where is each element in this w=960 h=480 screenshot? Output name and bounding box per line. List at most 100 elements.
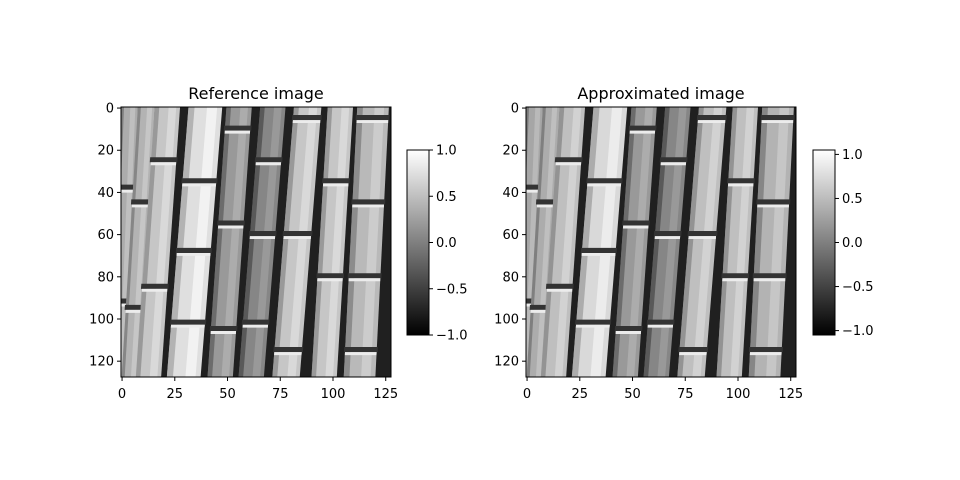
reference-colorbar-tick-label: 1.0	[436, 144, 457, 159]
approximated-stalk-node	[697, 115, 727, 120]
approximated-stalk-node-ring	[750, 352, 782, 355]
reference-y-tick-label: 120	[89, 355, 114, 370]
approximated-stalk-node	[654, 231, 682, 236]
approximated-stalk-node-ring	[630, 131, 656, 134]
reference-x-tick-label: 125	[373, 387, 398, 402]
reference-stalk-node	[322, 178, 350, 183]
reference-stalk-node	[181, 178, 217, 183]
reference-stalk-node	[344, 347, 378, 352]
reference-colorbar-tick-label: 0.0	[436, 236, 457, 251]
reference-stalk-node-ring	[211, 331, 237, 334]
approximated-stalk-node	[678, 347, 708, 352]
reference-y-tick-label: 20	[97, 144, 114, 159]
approximated-stalk-node	[756, 199, 790, 204]
approximated-stalk-node-ring	[754, 278, 786, 281]
approximated-stalk-node-ring	[556, 162, 582, 165]
approximated-stalk-node-ring	[576, 325, 610, 328]
reference-stalk-node-ring	[218, 226, 244, 229]
reference-stalk-node	[176, 248, 212, 253]
approximated-stalk-node-ring	[679, 352, 707, 355]
approximated-colorbar-tick-label: 0.0	[842, 236, 863, 251]
approximated-x-tick-label: 0	[523, 387, 531, 402]
reference-stalk-node-ring	[283, 236, 311, 239]
approximated-colorbar-tick-label: 0.5	[842, 192, 863, 207]
approximated-y-tick-label: 80	[502, 270, 519, 285]
reference-stalk-node-ring	[356, 120, 388, 123]
approximated-stalk-node-ring	[722, 278, 747, 281]
reference-stalk-node	[217, 220, 245, 225]
approximated-stalk-node	[615, 326, 643, 331]
approximated-stalk-node-ring	[531, 310, 548, 313]
reference-image-area	[109, 96, 391, 391]
approximated-stalk-node	[575, 320, 611, 325]
approximated-stalk-node	[629, 126, 657, 131]
approximated-panel: Approximated image 0 25 50 75 100 125 0 20 40 60…	[494, 84, 873, 402]
reference-stalk-node-ring	[151, 162, 177, 165]
approximated-stalk-node	[586, 178, 622, 183]
reference-stalk-node-ring	[142, 289, 168, 292]
approximated-stalk-node-ring	[587, 183, 621, 186]
reference-stalk-node	[224, 126, 252, 131]
reference-stalk-node	[131, 199, 150, 204]
approximated-x-tick-label: 25	[572, 387, 589, 402]
reference-stalk-node-ring	[171, 325, 205, 328]
reference-x-tick-label: 0	[118, 387, 126, 402]
approximated-colorbar-tick-label: −1.0	[842, 324, 874, 339]
reference-stalk-node-ring	[256, 162, 282, 165]
reference-stalk-node-ring	[225, 131, 251, 134]
reference-y-tick-label: 80	[97, 270, 114, 285]
reference-stalk-node	[273, 347, 303, 352]
approximated-stalk-node-ring	[616, 331, 642, 334]
reference-stalk-node-ring	[317, 278, 342, 281]
reference-stalk-node	[210, 326, 238, 331]
approximated-stalk-node-ring	[688, 236, 716, 239]
reference-y-tick-label: 0	[106, 102, 114, 117]
reference-colorbar-tick-label: −1.0	[436, 329, 468, 344]
approximated-stalk-node-ring	[661, 162, 687, 165]
reference-stalk-node-ring	[352, 204, 384, 207]
approximated-x-tick-label: 50	[624, 387, 641, 402]
reference-stalk-node-ring	[132, 204, 149, 207]
reference-colorbar-tick-label: −0.5	[436, 282, 468, 297]
reference-title: Reference image	[188, 84, 324, 103]
reference-stalk-node	[117, 185, 136, 190]
approximated-stalk-node-ring	[648, 325, 674, 328]
approximated-y-tick-label: 0	[511, 102, 519, 117]
reference-stalk-node	[249, 231, 277, 236]
approximated-y-tick-label: 20	[502, 144, 519, 159]
reference-colorbar: 1.00.50.0−0.5−1.0	[407, 144, 468, 344]
reference-stalk-node	[242, 320, 270, 325]
approximated-stalk-node-ring	[761, 120, 793, 123]
reference-y-tick-label: 100	[89, 312, 114, 327]
approximated-colorbar-tick-label: −0.5	[842, 280, 874, 295]
approximated-stalk-node-ring	[728, 183, 753, 186]
approximated-x-tick-label: 75	[677, 387, 694, 402]
approximated-x-tick-label: 125	[778, 387, 803, 402]
approximated-colorbar-tick-label: 1.0	[842, 148, 863, 163]
reference-stalk-node-ring	[182, 183, 216, 186]
reference-stalk-node	[170, 320, 206, 325]
approximated-stalk-node	[522, 185, 541, 190]
reference-y-tick-label: 60	[97, 228, 114, 243]
reference-stalk-node-ring	[349, 278, 381, 281]
approximated-y-tick-label: 40	[502, 186, 519, 201]
approximated-stalk-node	[761, 115, 795, 120]
approximated-stalk-node	[721, 273, 749, 278]
approximated-stalk-node	[536, 199, 555, 204]
approximated-stalk-node	[647, 320, 675, 325]
approximated-colorbar-gradient	[813, 150, 835, 335]
approximated-image-area	[514, 96, 796, 391]
approximated-y-tick-label: 120	[494, 355, 519, 370]
reference-stalk-node	[255, 157, 283, 162]
approximated-colorbar: 1.0 0.5 0.0 −0.5 −1.0	[813, 148, 874, 339]
reference-stalk-node-ring	[250, 236, 276, 239]
approximated-stalk-node	[749, 347, 783, 352]
reference-stalk-node-ring	[293, 120, 321, 123]
approximated-stalk-node	[688, 231, 718, 236]
approximated-stalk-node	[727, 178, 755, 183]
approximated-stalk-node-ring	[698, 120, 726, 123]
reference-x-tick-label: 25	[167, 387, 184, 402]
approximated-stalk-node-ring	[623, 226, 649, 229]
reference-stalk-node-ring	[274, 352, 302, 355]
